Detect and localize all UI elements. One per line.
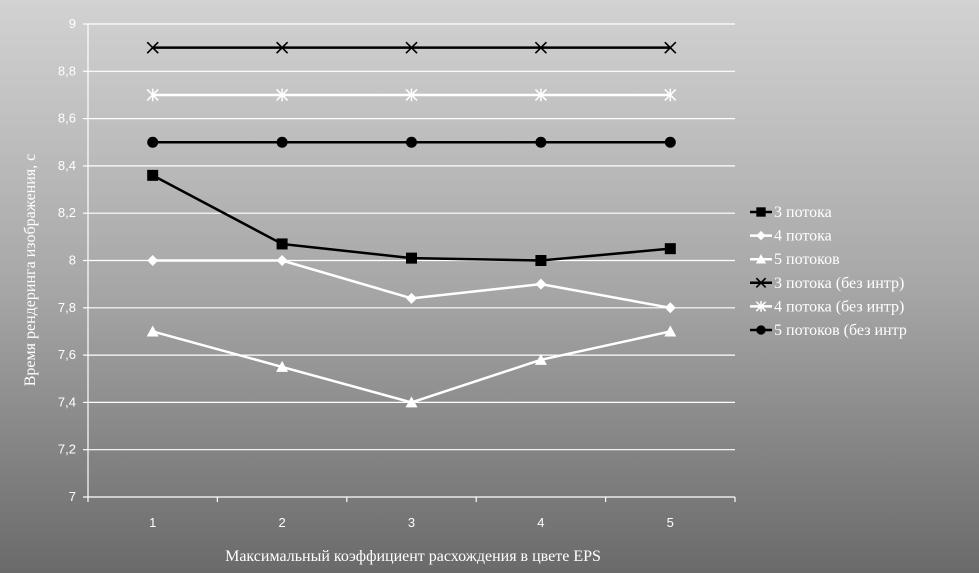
- data-point-x: [146, 41, 159, 54]
- y-tick-label: 8,6: [58, 111, 76, 126]
- data-point-circle: [147, 136, 159, 148]
- x-axis-title: Максимальный коэффициент расхождения в ц…: [225, 548, 601, 565]
- data-point-star: [146, 88, 159, 102]
- data-point-square: [276, 238, 288, 250]
- legend-item: 5 потоков (без интр: [750, 322, 907, 339]
- data-point-star: [405, 88, 418, 102]
- axes: 7 7,2 7,4 7,6 7,8 8 8,2 8,4 8,6 8,8 9 1 2 3 4 5: [58, 16, 736, 530]
- y-tick-label: 8,4: [58, 158, 76, 173]
- series-6: [147, 136, 676, 148]
- data-point-square: [406, 252, 417, 264]
- legend-item: 5 потоков: [750, 251, 840, 268]
- data-point-circle: [756, 325, 766, 335]
- data-point-star: [276, 88, 289, 102]
- y-tick-label: 8: [69, 253, 76, 268]
- series-3: [146, 325, 677, 408]
- data-point-triangle: [534, 353, 547, 365]
- x-tick-label: 3: [408, 515, 415, 530]
- data-point-diamond: [276, 255, 288, 266]
- data-point-triangle: [755, 254, 767, 264]
- series-lines: [146, 41, 677, 408]
- y-tick-label: 7: [69, 489, 76, 504]
- y-tick-label: 7,2: [58, 442, 76, 457]
- data-point-triangle: [146, 325, 159, 337]
- legend-item: 3 потока: [750, 204, 832, 221]
- data-point-circle: [535, 136, 547, 148]
- data-point-x: [276, 41, 289, 54]
- data-point-x: [664, 41, 677, 54]
- legend: 3 потока 4 потока 5 потоков 3 потока (без и…: [750, 204, 907, 339]
- data-point-x: [405, 41, 418, 54]
- data-point-diamond: [664, 302, 676, 314]
- legend-label: 3 потока (без интр): [774, 275, 904, 292]
- series-5: [146, 88, 677, 102]
- data-point-square: [147, 169, 159, 181]
- data-point-x: [534, 41, 547, 54]
- data-point-diamond: [147, 255, 159, 266]
- data-point-square: [664, 243, 676, 255]
- y-tick-label: 8,2: [58, 205, 76, 220]
- legend-label: 3 потока: [774, 204, 832, 221]
- data-point-circle: [664, 136, 676, 148]
- legend-label: 5 потоков: [774, 251, 840, 268]
- data-point-diamond: [406, 292, 417, 304]
- data-point-square: [535, 255, 547, 266]
- data-point-circle: [406, 136, 417, 148]
- y-axis-title: Время рендеринга изображения, с: [22, 154, 39, 387]
- data-point-triangle: [276, 360, 289, 372]
- data-point-triangle: [664, 325, 677, 337]
- data-point-diamond: [535, 278, 547, 290]
- x-tick-label: 4: [537, 515, 544, 530]
- legend-label: 4 потока (без интр): [774, 298, 904, 315]
- data-point-square: [756, 207, 766, 217]
- y-tick-label: 7,8: [58, 300, 76, 315]
- x-tick-label: 2: [278, 515, 285, 530]
- series-4: [146, 41, 677, 54]
- legend-label: 4 потока: [774, 228, 832, 245]
- legend-label: 5 потоков (без интр: [774, 322, 907, 339]
- data-point-diamond: [756, 230, 766, 241]
- x-tick-label: 1: [149, 515, 156, 530]
- data-point-circle: [276, 136, 288, 148]
- data-point-star: [534, 88, 547, 102]
- series-2: [147, 255, 676, 314]
- legend-item: 4 потока (без интр): [750, 298, 904, 315]
- series-1: [147, 169, 676, 266]
- y-tick-label: 7,4: [58, 394, 76, 409]
- y-tick-label: 8,8: [58, 63, 76, 78]
- legend-item: 4 потока: [750, 228, 832, 245]
- data-point-star: [755, 301, 767, 312]
- data-point-x: [755, 277, 767, 289]
- data-point-star: [664, 88, 677, 102]
- legend-item: 3 потока (без интр): [750, 275, 904, 292]
- x-tick-label: 5: [667, 515, 674, 530]
- data-point-triangle: [405, 396, 418, 408]
- y-tick-label: 9: [69, 16, 76, 31]
- y-tick-label: 7,6: [58, 347, 76, 362]
